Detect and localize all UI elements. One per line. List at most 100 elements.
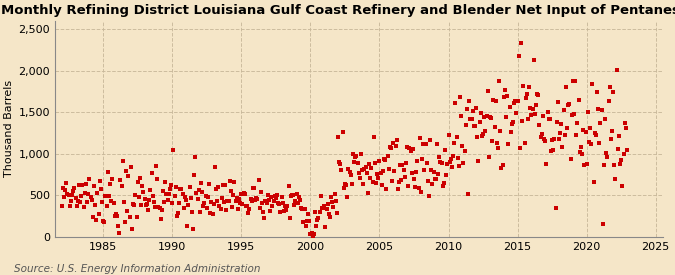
Point	[246, 199, 257, 203]
Point	[549, 137, 560, 141]
Point	[408, 177, 419, 182]
Point	[76, 194, 86, 199]
Point	[512, 98, 523, 103]
Point	[403, 184, 414, 188]
Point	[169, 193, 180, 198]
Point	[88, 184, 99, 189]
Point	[77, 182, 88, 187]
Point	[103, 170, 113, 174]
Point	[394, 180, 404, 184]
Point	[531, 102, 541, 107]
Point	[464, 99, 475, 104]
Point	[583, 110, 593, 114]
Point	[404, 146, 415, 151]
Point	[364, 161, 375, 166]
Point	[85, 195, 96, 200]
Point	[154, 205, 165, 210]
Point	[506, 122, 517, 126]
Point	[191, 191, 202, 196]
Point	[281, 207, 292, 212]
Point	[439, 148, 450, 152]
Point	[70, 196, 81, 200]
Point	[535, 134, 546, 139]
Point	[82, 200, 92, 204]
Point	[136, 203, 146, 207]
Point	[382, 153, 393, 158]
Point	[475, 111, 486, 115]
Point	[271, 196, 281, 201]
Point	[483, 155, 494, 159]
Point	[570, 79, 580, 83]
Point	[147, 194, 158, 198]
Point	[153, 205, 164, 209]
Point	[313, 216, 324, 220]
Point	[335, 162, 346, 167]
Point	[235, 201, 246, 206]
Point	[80, 182, 91, 186]
Point	[562, 126, 572, 130]
Point	[555, 131, 566, 136]
Point	[354, 176, 365, 180]
Point	[72, 198, 83, 203]
Point	[167, 201, 178, 205]
Point	[489, 125, 500, 130]
Point	[199, 201, 210, 205]
Point	[307, 234, 318, 238]
Point	[288, 193, 298, 197]
Point	[252, 197, 263, 202]
Point	[459, 149, 470, 153]
Point	[503, 142, 514, 146]
Point	[362, 191, 373, 195]
Point	[435, 160, 446, 164]
Point	[298, 220, 309, 224]
Point	[433, 172, 443, 177]
Point	[576, 145, 587, 150]
Point	[56, 204, 67, 208]
Point	[529, 112, 540, 117]
Point	[75, 200, 86, 205]
Point	[261, 200, 272, 205]
Point	[121, 169, 132, 174]
Point	[420, 142, 431, 147]
Point	[608, 90, 618, 94]
Point	[497, 163, 508, 167]
Point	[603, 98, 614, 103]
Point	[510, 98, 520, 103]
Point	[86, 198, 97, 202]
Point	[447, 165, 458, 169]
Point	[162, 198, 173, 202]
Point	[165, 183, 176, 187]
Point	[358, 182, 369, 186]
Point	[294, 197, 305, 202]
Point	[217, 196, 227, 200]
Point	[596, 108, 607, 112]
Point	[361, 170, 372, 175]
Point	[333, 134, 344, 139]
Point	[279, 204, 290, 208]
Point	[553, 100, 564, 104]
Point	[287, 192, 298, 197]
Point	[142, 202, 153, 207]
Point	[385, 145, 396, 150]
Point	[572, 121, 583, 125]
Point	[269, 194, 280, 198]
Point	[498, 95, 509, 100]
Point	[439, 181, 450, 185]
Point	[554, 137, 564, 142]
Point	[74, 183, 84, 187]
Point	[130, 192, 141, 197]
Point	[229, 180, 240, 184]
Point	[548, 148, 559, 153]
Point	[302, 212, 313, 216]
Point	[617, 184, 628, 189]
Point	[468, 124, 479, 128]
Point	[605, 137, 616, 141]
Point	[560, 85, 571, 90]
Point	[372, 171, 383, 176]
Point	[620, 125, 631, 130]
Point	[564, 102, 575, 106]
Point	[60, 188, 71, 192]
Point	[223, 199, 234, 204]
Point	[107, 177, 117, 181]
Point	[330, 199, 341, 203]
